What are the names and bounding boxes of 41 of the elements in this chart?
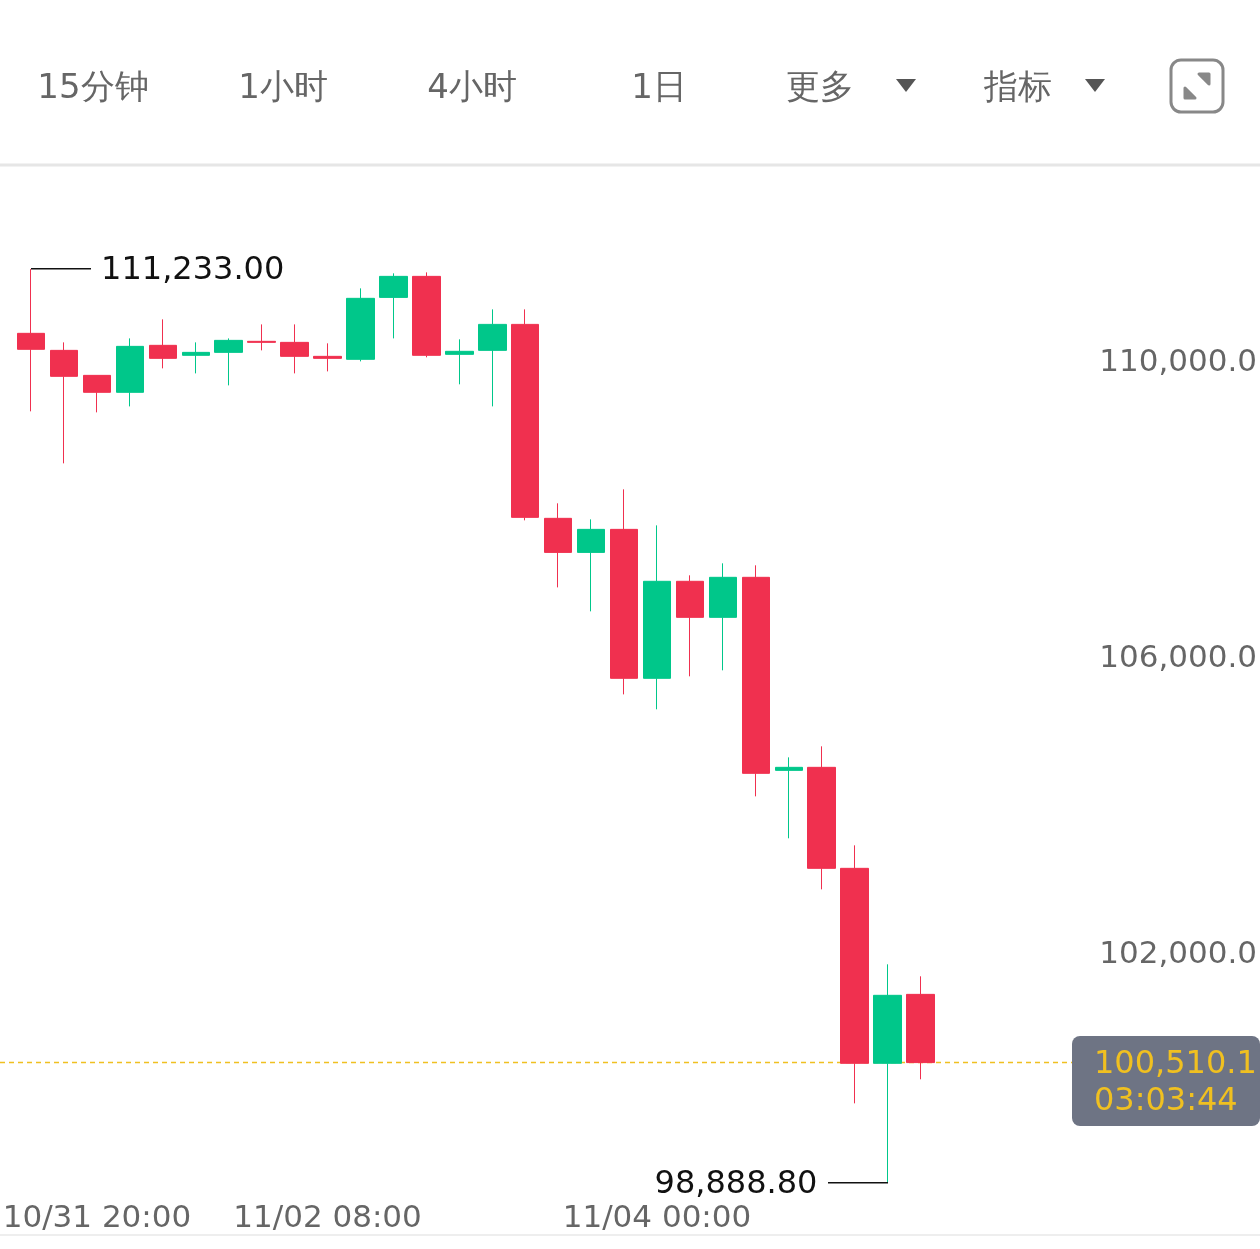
candlestick — [742, 564, 770, 797]
candlestick — [445, 338, 474, 385]
y-tick-label: 110,000.0 — [1099, 342, 1257, 379]
candlestick — [83, 374, 111, 413]
candlestick — [346, 287, 375, 362]
candlestick — [840, 844, 869, 1104]
annotation: 111,233.00 — [101, 249, 285, 288]
candlestick — [280, 323, 309, 374]
candlestick — [544, 502, 572, 588]
text: 更多 — [786, 65, 854, 108]
ref-line-label: 100,510.1 03:03:44 — [1072, 1035, 1260, 1126]
candlestick — [313, 342, 342, 372]
candlestick — [676, 574, 704, 677]
candlestick — [116, 337, 144, 407]
text: 1小时 — [238, 65, 328, 108]
candlestick — [50, 341, 78, 464]
candlestick — [412, 271, 441, 358]
candlestick — [247, 323, 276, 351]
candlestick — [709, 562, 737, 671]
candlestick — [906, 975, 935, 1080]
candlestick — [577, 518, 605, 612]
candlestick — [182, 341, 210, 374]
candlestick — [214, 337, 243, 386]
text: 15分钟 — [37, 65, 149, 108]
candlestick — [807, 745, 836, 890]
text: 指标 — [984, 65, 1052, 108]
candlestick — [873, 963, 902, 1184]
candlestick — [610, 488, 638, 695]
candlestick — [379, 272, 408, 339]
candlestick — [17, 268, 45, 412]
candlestick — [775, 756, 803, 839]
x-tick-label: 10/31 20:00 — [2, 1197, 192, 1234]
text: 4小时 — [427, 65, 517, 108]
x-tick-label: 11/02 08:00 — [233, 1197, 422, 1234]
candlestick — [478, 308, 507, 407]
y-tick-label: 106,000.0 — [1099, 638, 1257, 675]
candlestick — [511, 308, 539, 521]
candlestick — [149, 318, 177, 369]
candlestick — [643, 524, 671, 710]
y-tick-label: 102,000.0 — [1099, 934, 1257, 971]
text: 1日 — [631, 65, 687, 108]
